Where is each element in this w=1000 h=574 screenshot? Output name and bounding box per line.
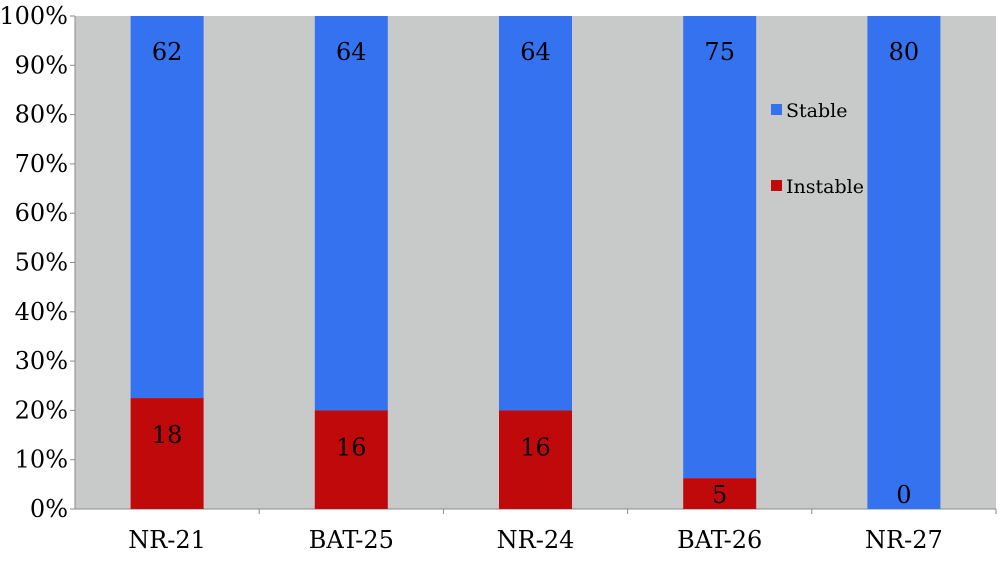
y-tick-label: 40%: [15, 298, 68, 326]
category-label: NR-21: [128, 526, 206, 554]
y-tick-label: 30%: [15, 347, 68, 375]
data-label-stable: 75: [704, 38, 735, 66]
legend-swatch-instable: [771, 180, 782, 191]
bar-stable: [130, 16, 204, 399]
y-axis-ticks: 0% 10% 20% 30% 40% 50% 60% 70% 80% 90% 100%: [0, 2, 75, 523]
category-label: NR-24: [497, 526, 575, 554]
y-tick-label: 70%: [15, 150, 68, 178]
bar-stable: [683, 16, 757, 479]
data-label-instable: 16: [336, 433, 367, 461]
y-tick-label: 60%: [15, 199, 68, 227]
category-label: BAT-25: [309, 526, 394, 554]
y-tick-label: 100%: [0, 2, 68, 30]
bar-instable: [314, 410, 388, 509]
y-tick-label: 50%: [15, 249, 68, 277]
category-label: NR-27: [865, 526, 943, 554]
bar-instable: [683, 478, 757, 509]
legend-label-stable: Stable: [786, 100, 847, 122]
data-label-instable: 18: [152, 421, 183, 449]
bar-stable: [499, 16, 572, 411]
data-label-stable: 62: [152, 38, 183, 66]
legend: Stable Instable: [771, 100, 864, 198]
data-label-instable: 16: [520, 433, 551, 461]
data-label-instable: 5: [712, 481, 727, 509]
y-tick-label: 90%: [15, 51, 68, 79]
y-tick-label: 0%: [30, 495, 68, 523]
bars-group: 62 18 64 16 64 16 75 5 80 0: [130, 16, 941, 509]
bar-instable: [130, 398, 204, 509]
data-label-stable: 64: [336, 38, 367, 66]
bar-instable: [499, 410, 572, 509]
data-label-stable: 64: [520, 38, 551, 66]
bar-stable: [314, 16, 388, 411]
category-labels: NR-21 BAT-25 NR-24 BAT-26 NR-27: [128, 509, 997, 554]
category-label: BAT-26: [677, 526, 762, 554]
y-tick-label: 20%: [15, 396, 68, 424]
y-tick-label: 80%: [15, 101, 68, 129]
data-label-instable: 0: [896, 481, 911, 509]
legend-swatch-stable: [771, 104, 782, 115]
y-tick-label: 10%: [15, 446, 68, 474]
bar-stable: [867, 16, 941, 509]
data-label-stable: 80: [889, 38, 920, 66]
legend-label-instable: Instable: [786, 176, 864, 198]
